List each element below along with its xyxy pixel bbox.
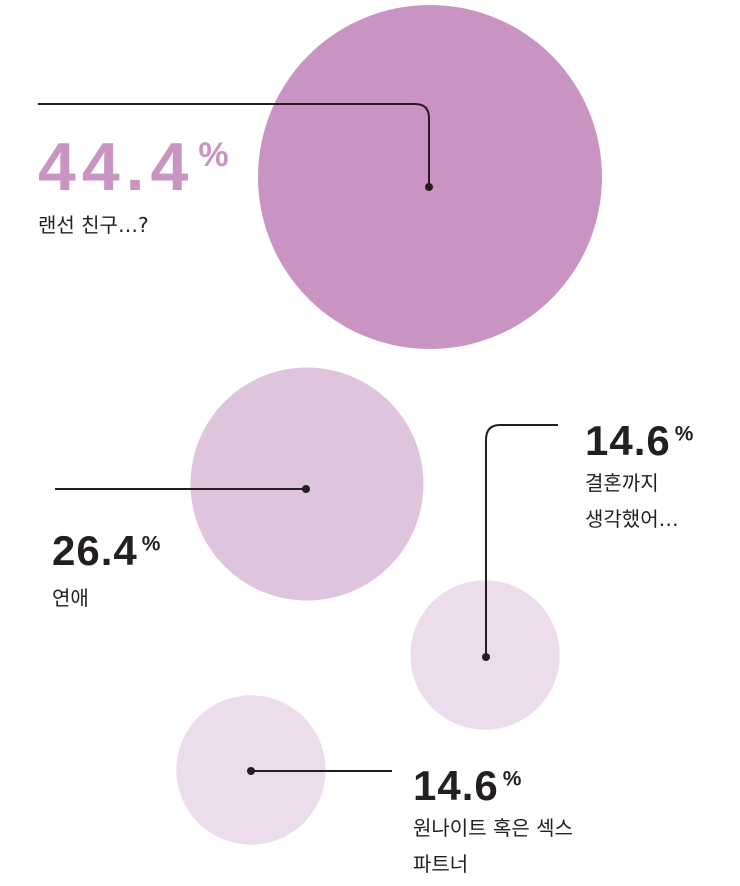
category-label: 연애 [52,586,89,610]
value-unit: % [503,767,523,790]
value-number: 44.4 [38,129,194,205]
category-label: 원나이트 혹은 섹스 [413,816,573,840]
value-label: 14.6% [585,417,694,464]
value-unit: % [142,532,162,555]
value-number: 14.6 [413,762,499,809]
value-number: 14.6 [585,417,671,464]
leader-dot [247,767,255,775]
value-unit: % [198,136,234,174]
value-label: 44.4% [38,129,235,205]
value-unit: % [675,422,695,445]
value-label: 26.4% [52,527,161,574]
category-label: 랜선 친구…? [38,213,149,237]
value-number: 26.4 [52,527,138,574]
leader-line [38,103,430,187]
leader-dot [482,653,490,661]
leader-line [485,424,558,657]
category-label: 생각했어… [585,507,679,531]
category-label: 결혼까지 [585,471,659,495]
bubble [190,367,424,601]
value-label: 14.6% [413,762,522,809]
leader-dot [302,485,310,493]
leader-dot [425,183,433,191]
category-label: 파트너 [413,852,468,876]
